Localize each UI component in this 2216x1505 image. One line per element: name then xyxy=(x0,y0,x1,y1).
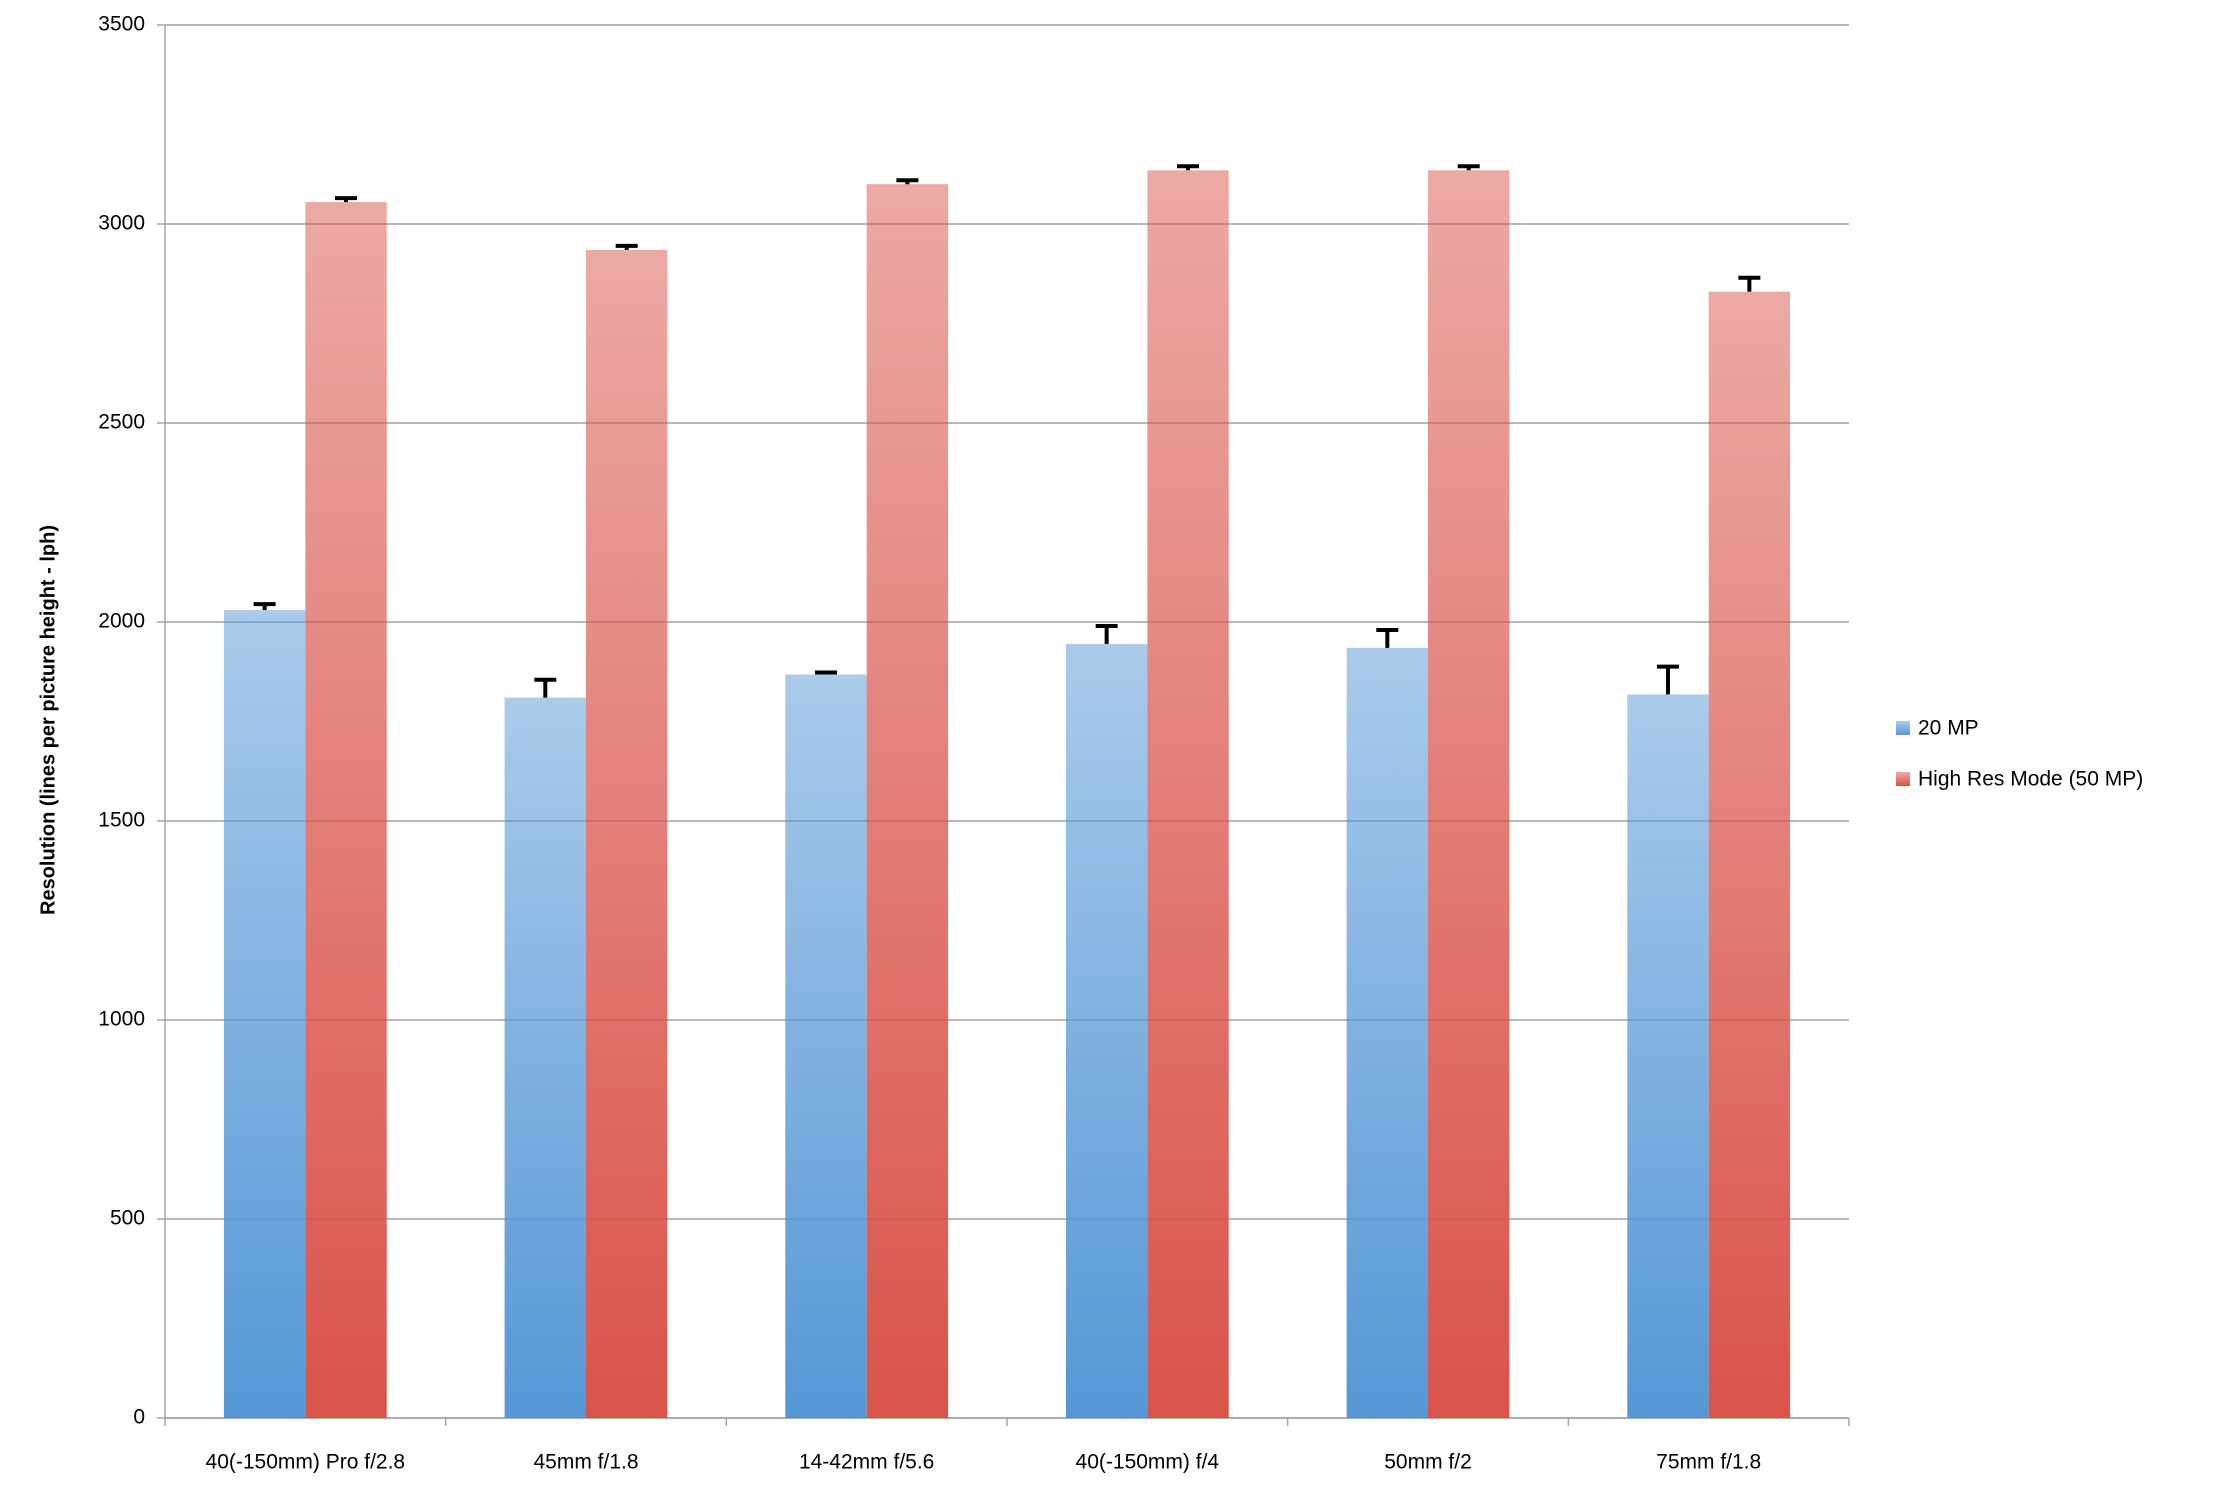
y-tick-label: 3500 xyxy=(98,13,145,36)
y-axis-label: Resolution (lines per picture height - l… xyxy=(37,525,59,915)
y-tick-label: 3000 xyxy=(98,212,145,235)
bar xyxy=(1428,170,1510,1418)
bar xyxy=(305,202,387,1419)
error-bar xyxy=(1095,623,1118,644)
y-tick-label: 2500 xyxy=(98,411,145,434)
y-tick-label: 1000 xyxy=(98,1008,145,1031)
error-bar xyxy=(1738,275,1761,292)
bar xyxy=(1147,170,1229,1418)
y-tick-label: 2000 xyxy=(98,610,145,633)
bar xyxy=(1708,291,1791,1418)
error-bar xyxy=(1376,627,1399,648)
legend-label: 20 MP xyxy=(1918,717,1979,740)
y-tick-label: 500 xyxy=(110,1207,145,1230)
legend-swatch xyxy=(1896,772,1910,786)
bar xyxy=(586,249,668,1418)
error-bar xyxy=(1457,164,1480,171)
bar xyxy=(1346,647,1428,1418)
bar xyxy=(785,674,867,1418)
x-tick-label: 45mm f/1.8 xyxy=(533,1451,638,1474)
error-bar xyxy=(1177,164,1200,171)
error-bar xyxy=(335,196,358,203)
bar xyxy=(1065,643,1148,1418)
error-bar xyxy=(814,670,837,675)
x-tick-label: 14-42mm f/5.6 xyxy=(799,1451,934,1474)
bar xyxy=(1627,694,1709,1418)
x-tick-label: 50mm f/2 xyxy=(1384,1451,1472,1474)
error-bar xyxy=(1656,664,1679,695)
error-bar xyxy=(253,602,276,611)
legend-swatch xyxy=(1896,721,1910,735)
bar xyxy=(504,697,586,1418)
error-bar xyxy=(534,677,557,698)
y-tick-label: 1500 xyxy=(98,809,145,832)
bar xyxy=(866,184,949,1419)
x-tick-label: 75mm f/1.8 xyxy=(1656,1451,1761,1474)
bar xyxy=(223,610,306,1418)
error-bar xyxy=(896,178,919,185)
x-tick-label: 40(-150mm) f/4 xyxy=(1076,1451,1220,1474)
legend-label: High Res Mode (50 MP) xyxy=(1918,768,2143,791)
error-bar xyxy=(615,243,638,250)
x-tick-label: 40(-150mm) Pro f/2.8 xyxy=(206,1451,406,1474)
y-tick-label: 0 xyxy=(133,1406,145,1429)
